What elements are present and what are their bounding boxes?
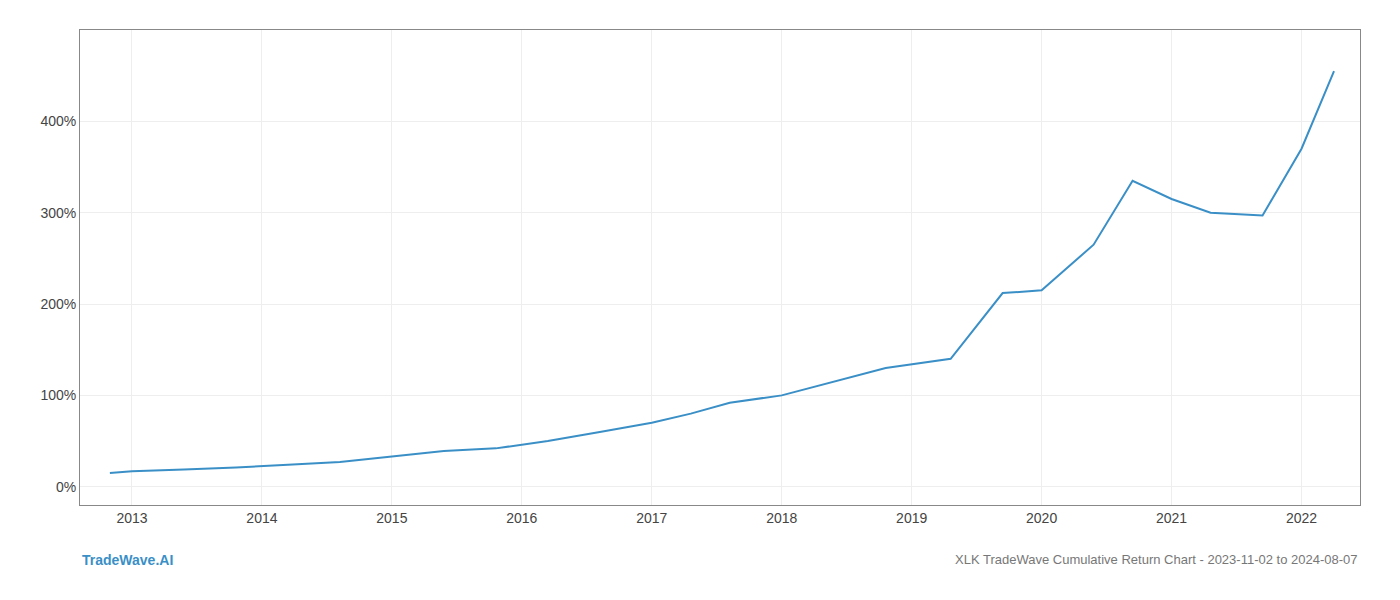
svg-text:2014: 2014 (246, 510, 277, 526)
svg-text:2022: 2022 (1286, 510, 1317, 526)
svg-text:TradeWave.AI: TradeWave.AI (82, 552, 173, 568)
svg-text:200%: 200% (40, 296, 76, 312)
svg-text:2018: 2018 (766, 510, 797, 526)
svg-text:2017: 2017 (636, 510, 667, 526)
svg-text:2015: 2015 (376, 510, 407, 526)
svg-text:2021: 2021 (1156, 510, 1187, 526)
svg-text:300%: 300% (40, 205, 76, 221)
svg-text:400%: 400% (40, 113, 76, 129)
svg-text:XLK TradeWave Cumulative Retur: XLK TradeWave Cumulative Return Chart - … (955, 552, 1358, 567)
svg-text:2019: 2019 (896, 510, 927, 526)
svg-text:2013: 2013 (116, 510, 147, 526)
svg-text:2020: 2020 (1026, 510, 1057, 526)
svg-text:2016: 2016 (506, 510, 537, 526)
svg-text:100%: 100% (40, 387, 76, 403)
svg-text:0%: 0% (56, 479, 76, 495)
